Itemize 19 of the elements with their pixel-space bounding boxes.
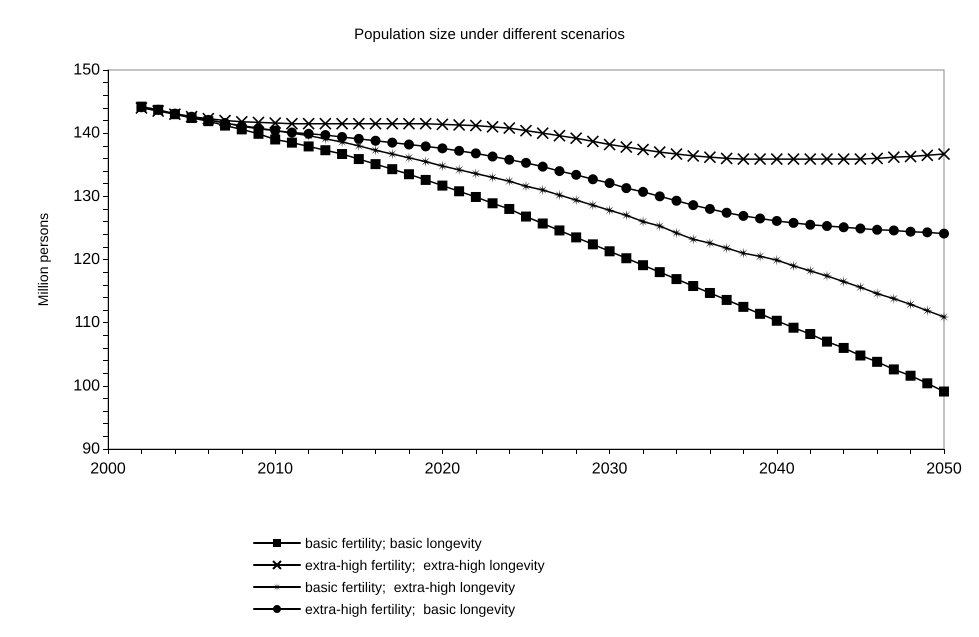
y-axis-title: Million persons	[35, 212, 51, 306]
y-tick-label: 140	[73, 124, 100, 142]
x-tick-label: 2000	[90, 460, 126, 478]
legend-label: extra-high fertility; basic longevity	[305, 601, 516, 617]
legend-label: basic fertility; basic longevity	[305, 535, 482, 551]
chart-title: Population size under different scenarios	[354, 26, 625, 43]
y-tick-label: 150	[73, 62, 100, 78]
x-tick-label: 2010	[257, 460, 294, 478]
legend-label: basic fertility; extra-high longevity	[305, 579, 516, 595]
x-tick-label: 2030	[592, 460, 628, 478]
x-tick-label: 2050	[926, 460, 962, 478]
legend-label: extra-high fertility; extra-high longevity	[305, 557, 545, 573]
y-tick-label: 110	[74, 314, 100, 332]
y-tick-label: 120	[73, 251, 100, 268]
x-tick-label: 2020	[424, 460, 460, 478]
y-tick-label: 100	[73, 377, 100, 394]
y-tick-label: 90	[82, 440, 100, 458]
x-tick-label: 2040	[759, 460, 795, 478]
y-tick-label: 130	[73, 188, 100, 205]
